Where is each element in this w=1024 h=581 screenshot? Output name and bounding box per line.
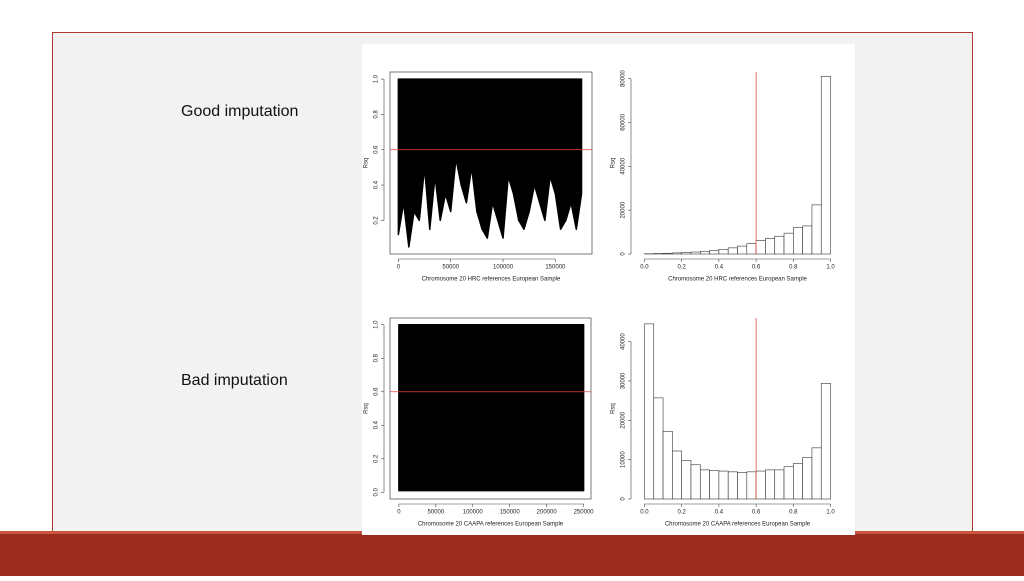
point-cloud: [399, 325, 584, 491]
hist-bar: [747, 472, 756, 499]
x-tick-label: 150000: [500, 510, 521, 516]
footer-band: [0, 531, 1024, 576]
hist-bar: [775, 236, 784, 254]
hist-bar: [663, 431, 672, 499]
x-tick-label: 150000: [545, 265, 566, 271]
hist-bar: [784, 233, 793, 254]
x-tick-label: 50000: [442, 265, 459, 271]
x-tick-label: 0.8: [789, 510, 798, 516]
hist-bar: [644, 324, 653, 499]
hist-bar: [812, 448, 821, 499]
x-tick-label: 0.0: [640, 510, 649, 516]
y-tick-label: 0.8: [374, 353, 380, 362]
hist-bar: [700, 470, 709, 499]
hist-bar: [728, 472, 737, 499]
x-tick-label: 200000: [537, 510, 558, 516]
y-axis-title: Rsq: [364, 158, 370, 169]
x-tick-label: 0.6: [752, 265, 761, 271]
y-axis-title: Rsq: [364, 403, 370, 414]
y-axis-title: Rsq: [611, 158, 617, 169]
hist-bar: [682, 252, 691, 254]
y-tick-label: 60000: [621, 113, 627, 130]
hist-bar: [812, 205, 821, 254]
hist-bar: [663, 253, 672, 254]
y-tick-label: 40000: [621, 157, 627, 174]
y-tick-label: 40000: [621, 333, 627, 350]
hist-bar: [672, 253, 681, 254]
x-tick-label: 0.8: [789, 265, 798, 271]
x-tick-label: 0.6: [752, 510, 761, 516]
hist-bar: [793, 228, 802, 254]
y-tick-label: 0.8: [374, 110, 380, 119]
x-tick-label: 1.0: [826, 510, 835, 516]
y-tick-label: 0.6: [374, 387, 380, 396]
hist-bar: [691, 252, 700, 254]
hist-bar: [756, 471, 765, 499]
y-axis-title: Rsq: [611, 403, 617, 414]
hist-bar: [756, 240, 765, 254]
y-tick-label: 0.0: [374, 487, 380, 496]
hist-bar: [719, 249, 728, 254]
hist-bar: [821, 383, 830, 499]
hist-bar: [747, 244, 756, 254]
y-tick-label: 1.0: [374, 320, 380, 329]
hist-bar: [775, 470, 784, 499]
x-tick-label: 50000: [427, 510, 444, 516]
x-tick-label: 0.2: [677, 510, 686, 516]
hist-bar: [654, 398, 663, 499]
x-tick-label: 0.2: [677, 265, 686, 271]
x-axis-title: Chromosome 20 HRC references European Sa…: [668, 277, 807, 283]
y-tick-label: 0.4: [374, 180, 380, 189]
hist-bar: [803, 226, 812, 254]
y-tick-label: 20000: [621, 201, 627, 218]
x-tick-label: 0.4: [715, 510, 724, 516]
hist-bar: [821, 76, 830, 254]
hist-bar: [765, 470, 774, 499]
hist-bar: [691, 465, 700, 499]
y-tick-label: 0.2: [374, 216, 380, 225]
good-label: Good imputation: [181, 103, 298, 120]
hist-bar: [728, 248, 737, 254]
bad-label: Bad imputation: [181, 372, 288, 389]
hist-bar: [784, 467, 793, 499]
y-tick-label: 0.2: [374, 454, 380, 463]
hist-bar: [710, 250, 719, 254]
hist-bar: [682, 460, 691, 499]
hist-bar: [738, 246, 747, 254]
x-axis-title: Chromosome 20 CAAPA references European …: [418, 522, 564, 528]
x-tick-label: 0.0: [640, 265, 649, 271]
x-axis-title: Chromosome 20 CAAPA references European …: [665, 522, 811, 528]
hist-bar: [672, 451, 681, 499]
hist-bar: [793, 464, 802, 499]
x-tick-label: 100000: [493, 265, 514, 271]
y-tick-label: 80000: [621, 70, 627, 87]
y-tick-label: 0.6: [374, 145, 380, 154]
y-tick-label: 10000: [621, 451, 627, 468]
hist-bar: [719, 471, 728, 499]
y-tick-label: 30000: [621, 372, 627, 389]
y-tick-label: 0.4: [374, 420, 380, 429]
x-axis-title: Chromosome 20 HRC references European Sa…: [422, 277, 561, 283]
hist-bar: [700, 251, 709, 254]
hist-bar: [765, 238, 774, 254]
hist-bar: [710, 471, 719, 499]
y-tick-label: 20000: [621, 411, 627, 428]
x-tick-label: 0.4: [715, 265, 724, 271]
x-tick-label: 250000: [574, 510, 595, 516]
y-tick-label: 1.0: [374, 74, 380, 83]
hist-bar: [803, 457, 812, 499]
x-tick-label: 1.0: [826, 265, 835, 271]
hist-bar: [738, 473, 747, 499]
x-tick-label: 100000: [463, 510, 484, 516]
